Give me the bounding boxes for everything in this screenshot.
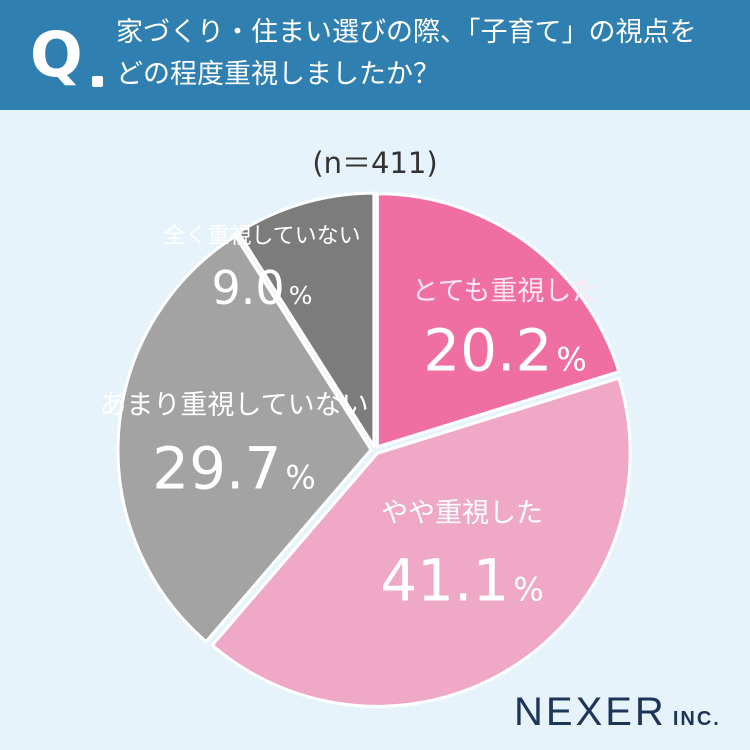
sample-size: (n＝411) xyxy=(312,146,438,180)
pie-slice-4 xyxy=(236,191,376,448)
slice-value-percent-2: % xyxy=(513,570,543,608)
brand-suffix: INC. xyxy=(672,708,721,730)
slice-label-1: とても重視した xyxy=(412,276,599,307)
q-mark: Q xyxy=(30,18,83,91)
slice-value-1: 20.2% xyxy=(423,316,587,384)
slice-label-2: やや重視した xyxy=(381,498,543,529)
question-text: 家づくり・住まい選びの際、「子育て」の視点を どの程度重視しましたか？ xyxy=(116,12,736,96)
brand-name: NEXER xyxy=(514,690,667,734)
slice-value-number-3: 29.7 xyxy=(152,434,281,502)
pie-slice-3 xyxy=(116,234,373,644)
slice-label-4: 全く重視していない xyxy=(163,224,360,249)
slice-label-3: あまり重視していない xyxy=(99,390,368,421)
slice-value-percent-3: % xyxy=(285,458,315,496)
slice-value-percent-1: % xyxy=(556,340,586,378)
slice-value-3: 29.7% xyxy=(152,434,316,502)
pie-slice-2 xyxy=(210,376,632,708)
slice-value-number-1: 20.2 xyxy=(423,316,552,384)
question-line-1: 家づくり・住まい選びの際、「子育て」の視点を xyxy=(116,17,697,48)
slice-value-number-2: 41.1 xyxy=(380,546,509,614)
question-line-2: どの程度重視しましたか？ xyxy=(116,59,440,90)
question-header: Q 家づくり・住まい選びの際、「子育て」の視点を どの程度重視しましたか？ xyxy=(0,0,750,110)
slice-value-4: 9.0% xyxy=(212,261,313,315)
slice-value-percent-4: % xyxy=(289,281,313,310)
pie-slice-1 xyxy=(375,192,621,449)
slice-value-number-4: 9.0 xyxy=(212,261,285,315)
brand-logo: NEXER INC. xyxy=(514,690,721,735)
q-dot xyxy=(92,76,103,87)
slice-value-2: 41.1% xyxy=(380,546,544,614)
